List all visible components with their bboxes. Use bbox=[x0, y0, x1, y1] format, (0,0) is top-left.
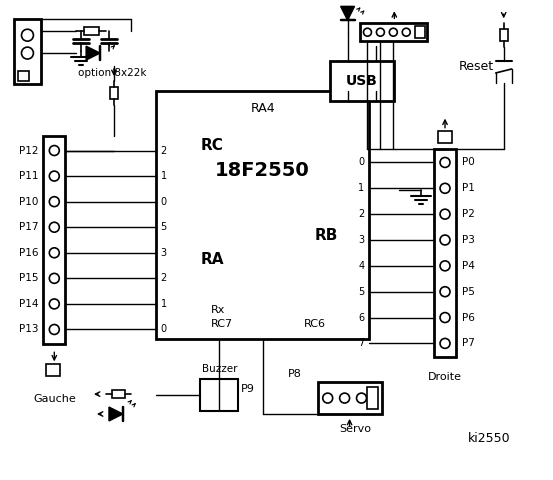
Text: 4: 4 bbox=[358, 261, 364, 271]
Circle shape bbox=[323, 393, 333, 403]
Text: Rx: Rx bbox=[210, 305, 225, 314]
Text: RA4: RA4 bbox=[251, 102, 275, 115]
Bar bbox=[368, 387, 378, 409]
Text: RB: RB bbox=[315, 228, 338, 242]
Text: ki2550: ki2550 bbox=[467, 432, 510, 445]
Text: P4: P4 bbox=[462, 261, 475, 271]
Bar bbox=[359, 23, 427, 41]
Text: 7: 7 bbox=[358, 338, 364, 348]
Text: P14: P14 bbox=[19, 299, 38, 309]
Bar bbox=[330, 61, 394, 101]
Circle shape bbox=[440, 209, 450, 219]
Circle shape bbox=[377, 28, 384, 36]
Text: RA: RA bbox=[200, 252, 224, 267]
Circle shape bbox=[440, 235, 450, 245]
Text: 3: 3 bbox=[358, 235, 364, 245]
Text: P5: P5 bbox=[462, 287, 475, 297]
Bar bbox=[18, 71, 29, 81]
Bar bbox=[13, 19, 41, 84]
Polygon shape bbox=[86, 46, 100, 60]
Circle shape bbox=[440, 157, 450, 168]
Text: 6: 6 bbox=[358, 312, 364, 323]
Circle shape bbox=[440, 338, 450, 348]
Text: P2: P2 bbox=[462, 209, 475, 219]
Text: 0: 0 bbox=[161, 324, 167, 335]
Bar bbox=[46, 364, 60, 376]
Text: P12: P12 bbox=[19, 145, 38, 156]
Text: P15: P15 bbox=[19, 273, 38, 283]
Circle shape bbox=[357, 393, 367, 403]
Text: 0: 0 bbox=[161, 197, 167, 207]
Circle shape bbox=[440, 183, 450, 193]
Text: 2: 2 bbox=[161, 145, 167, 156]
Circle shape bbox=[22, 47, 33, 59]
Text: P8: P8 bbox=[288, 369, 302, 379]
Text: P16: P16 bbox=[19, 248, 38, 258]
Bar bbox=[84, 27, 98, 35]
Circle shape bbox=[49, 145, 59, 156]
Text: Reset: Reset bbox=[459, 60, 494, 72]
Polygon shape bbox=[341, 6, 354, 20]
Circle shape bbox=[440, 287, 450, 297]
Circle shape bbox=[440, 261, 450, 271]
Circle shape bbox=[389, 28, 397, 36]
Text: 2: 2 bbox=[358, 209, 364, 219]
Bar bbox=[318, 382, 382, 414]
Circle shape bbox=[49, 299, 59, 309]
Text: 1: 1 bbox=[161, 299, 167, 309]
Text: Servo: Servo bbox=[339, 424, 371, 434]
Text: P11: P11 bbox=[19, 171, 38, 181]
Circle shape bbox=[440, 312, 450, 323]
Text: Gauche: Gauche bbox=[33, 394, 76, 404]
Text: P13: P13 bbox=[19, 324, 38, 335]
Bar bbox=[112, 390, 124, 398]
Circle shape bbox=[49, 248, 59, 258]
Text: P17: P17 bbox=[19, 222, 38, 232]
Text: P1: P1 bbox=[462, 183, 475, 193]
Bar bbox=[500, 29, 508, 41]
Circle shape bbox=[363, 28, 372, 36]
Text: 1: 1 bbox=[161, 171, 167, 181]
Text: 5: 5 bbox=[358, 287, 364, 297]
Circle shape bbox=[49, 171, 59, 181]
Text: 5: 5 bbox=[161, 222, 167, 232]
Text: option 8x22k: option 8x22k bbox=[78, 68, 147, 78]
Bar bbox=[110, 87, 118, 99]
Text: 3: 3 bbox=[161, 248, 167, 258]
Bar bbox=[156, 91, 369, 339]
Text: P6: P6 bbox=[462, 312, 475, 323]
Text: P7: P7 bbox=[462, 338, 475, 348]
Text: RC6: RC6 bbox=[304, 319, 326, 328]
Circle shape bbox=[340, 393, 349, 403]
Text: RC7: RC7 bbox=[210, 319, 232, 328]
Circle shape bbox=[49, 324, 59, 335]
Circle shape bbox=[49, 274, 59, 283]
Bar bbox=[434, 148, 456, 357]
Bar bbox=[43, 136, 65, 344]
Text: RC: RC bbox=[200, 138, 223, 153]
Circle shape bbox=[49, 197, 59, 206]
Text: Droite: Droite bbox=[428, 372, 462, 382]
Text: 0: 0 bbox=[358, 157, 364, 168]
Circle shape bbox=[402, 28, 410, 36]
Text: Buzzer: Buzzer bbox=[202, 364, 237, 374]
Circle shape bbox=[22, 29, 33, 41]
Bar bbox=[200, 379, 238, 411]
Polygon shape bbox=[109, 407, 123, 421]
Text: 18F2550: 18F2550 bbox=[215, 161, 310, 180]
Text: P9: P9 bbox=[241, 384, 255, 394]
Text: USB: USB bbox=[346, 74, 378, 88]
Bar bbox=[415, 26, 425, 38]
Text: P3: P3 bbox=[462, 235, 475, 245]
Bar bbox=[438, 131, 452, 143]
Circle shape bbox=[49, 222, 59, 232]
Text: 2: 2 bbox=[161, 273, 167, 283]
Text: P0: P0 bbox=[462, 157, 474, 168]
Text: P10: P10 bbox=[19, 197, 38, 207]
Text: 1: 1 bbox=[358, 183, 364, 193]
